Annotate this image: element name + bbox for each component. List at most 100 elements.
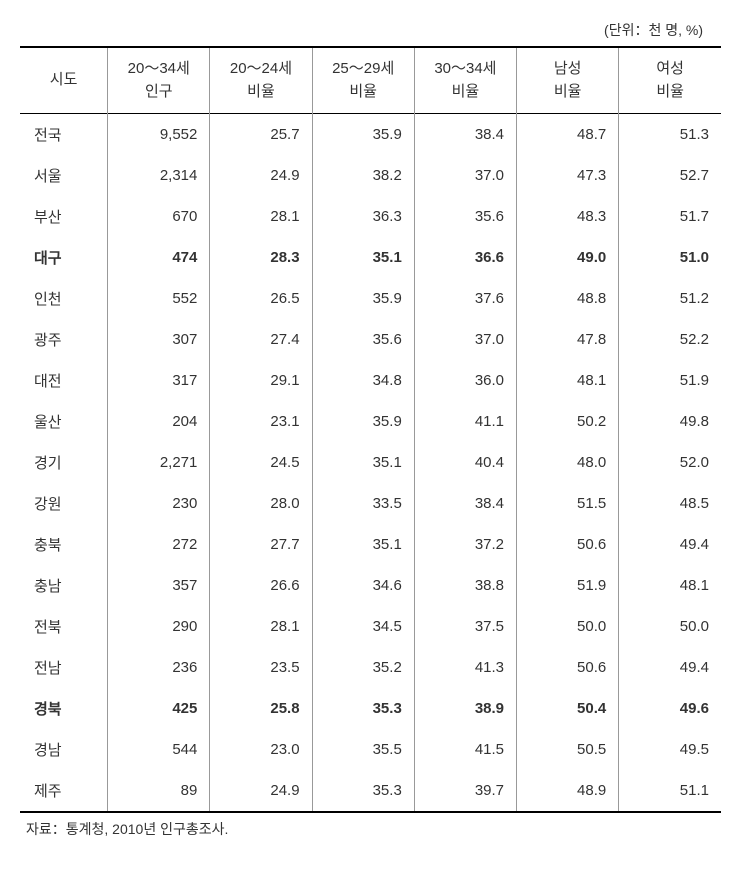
- table-row: 대전31729.134.836.048.151.9: [20, 360, 721, 401]
- table-row: 울산20423.135.941.150.249.8: [20, 401, 721, 442]
- table-body: 전국9,55225.735.938.448.751.3서울2,31424.938…: [20, 114, 721, 813]
- cell-male: 48.8: [517, 278, 619, 319]
- cell-r25-29: 34.5: [312, 606, 414, 647]
- cell-r20-24: 24.9: [210, 155, 312, 196]
- cell-region: 부산: [20, 196, 108, 237]
- cell-r25-29: 35.1: [312, 524, 414, 565]
- cell-r20-24: 27.4: [210, 319, 312, 360]
- cell-female: 51.7: [619, 196, 721, 237]
- cell-female: 49.4: [619, 524, 721, 565]
- header-r20-24: 20～24세 비율: [210, 47, 312, 114]
- cell-male: 50.6: [517, 524, 619, 565]
- cell-male: 47.3: [517, 155, 619, 196]
- cell-male: 50.0: [517, 606, 619, 647]
- table-row: 경북42525.835.338.950.449.6: [20, 688, 721, 729]
- cell-female: 51.0: [619, 237, 721, 278]
- population-table: 시도 20～34세 인구 20～24세 비율 25～29세 비율 30～34세 …: [20, 46, 721, 813]
- cell-r20-24: 25.8: [210, 688, 312, 729]
- cell-region: 충남: [20, 565, 108, 606]
- cell-r30-34: 38.4: [414, 483, 516, 524]
- cell-pop: 474: [108, 237, 210, 278]
- cell-female: 52.7: [619, 155, 721, 196]
- header-r30-34-line1: 30～34세: [434, 60, 496, 77]
- cell-r20-24: 25.7: [210, 114, 312, 156]
- cell-male: 48.1: [517, 360, 619, 401]
- cell-pop: 357: [108, 565, 210, 606]
- cell-region: 제주: [20, 770, 108, 812]
- cell-female: 51.2: [619, 278, 721, 319]
- cell-r25-29: 35.5: [312, 729, 414, 770]
- cell-male: 47.8: [517, 319, 619, 360]
- cell-male: 51.5: [517, 483, 619, 524]
- cell-pop: 89: [108, 770, 210, 812]
- cell-r25-29: 35.3: [312, 688, 414, 729]
- cell-r25-29: 36.3: [312, 196, 414, 237]
- cell-female: 50.0: [619, 606, 721, 647]
- cell-region: 경남: [20, 729, 108, 770]
- cell-region: 인천: [20, 278, 108, 319]
- table-row: 충북27227.735.137.250.649.4: [20, 524, 721, 565]
- cell-pop: 272: [108, 524, 210, 565]
- cell-pop: 204: [108, 401, 210, 442]
- cell-r25-29: 33.5: [312, 483, 414, 524]
- cell-region: 울산: [20, 401, 108, 442]
- cell-r20-24: 23.1: [210, 401, 312, 442]
- cell-pop: 317: [108, 360, 210, 401]
- cell-r25-29: 34.6: [312, 565, 414, 606]
- cell-r30-34: 40.4: [414, 442, 516, 483]
- header-pop: 20～34세 인구: [108, 47, 210, 114]
- header-male-line1: 남성: [554, 60, 582, 77]
- cell-region: 광주: [20, 319, 108, 360]
- table-row: 인천55226.535.937.648.851.2: [20, 278, 721, 319]
- cell-r25-29: 34.8: [312, 360, 414, 401]
- cell-female: 49.8: [619, 401, 721, 442]
- cell-male: 50.6: [517, 647, 619, 688]
- cell-r20-24: 27.7: [210, 524, 312, 565]
- cell-r30-34: 37.0: [414, 155, 516, 196]
- cell-pop: 544: [108, 729, 210, 770]
- header-female-line1: 여성: [656, 60, 684, 77]
- header-pop-line2: 인구: [145, 83, 173, 100]
- cell-r25-29: 35.9: [312, 278, 414, 319]
- cell-male: 49.0: [517, 237, 619, 278]
- cell-male: 48.7: [517, 114, 619, 156]
- table-row: 충남35726.634.638.851.948.1: [20, 565, 721, 606]
- table-row: 제주8924.935.339.748.951.1: [20, 770, 721, 812]
- header-r20-24-line2: 비율: [247, 83, 275, 100]
- header-female: 여성 비율: [619, 47, 721, 114]
- cell-female: 49.5: [619, 729, 721, 770]
- header-r25-29-line2: 비율: [349, 83, 377, 100]
- cell-r20-24: 26.6: [210, 565, 312, 606]
- cell-r25-29: 35.1: [312, 442, 414, 483]
- cell-pop: 670: [108, 196, 210, 237]
- cell-r30-34: 36.6: [414, 237, 516, 278]
- unit-label: (단위：천 명, %): [20, 20, 721, 40]
- cell-r30-34: 38.8: [414, 565, 516, 606]
- cell-r20-24: 28.0: [210, 483, 312, 524]
- header-region-line1: 시도: [50, 71, 78, 88]
- cell-r25-29: 35.2: [312, 647, 414, 688]
- table-row: 경남54423.035.541.550.549.5: [20, 729, 721, 770]
- cell-r20-24: 24.5: [210, 442, 312, 483]
- cell-r25-29: 35.9: [312, 114, 414, 156]
- cell-male: 48.9: [517, 770, 619, 812]
- header-region: 시도: [20, 47, 108, 114]
- cell-r30-34: 37.6: [414, 278, 516, 319]
- header-male-line2: 비율: [554, 83, 582, 100]
- source-note: 자료：통계청, 2010년 인구총조사.: [20, 819, 721, 839]
- cell-female: 51.9: [619, 360, 721, 401]
- header-r25-29: 25～29세 비율: [312, 47, 414, 114]
- cell-pop: 230: [108, 483, 210, 524]
- cell-r20-24: 28.3: [210, 237, 312, 278]
- cell-r30-34: 36.0: [414, 360, 516, 401]
- cell-r30-34: 35.6: [414, 196, 516, 237]
- cell-region: 전남: [20, 647, 108, 688]
- table-row: 부산67028.136.335.648.351.7: [20, 196, 721, 237]
- header-male: 남성 비율: [517, 47, 619, 114]
- cell-r30-34: 37.2: [414, 524, 516, 565]
- cell-female: 52.2: [619, 319, 721, 360]
- table-row: 서울2,31424.938.237.047.352.7: [20, 155, 721, 196]
- cell-r20-24: 26.5: [210, 278, 312, 319]
- cell-pop: 552: [108, 278, 210, 319]
- header-r20-24-line1: 20～24세: [230, 60, 292, 77]
